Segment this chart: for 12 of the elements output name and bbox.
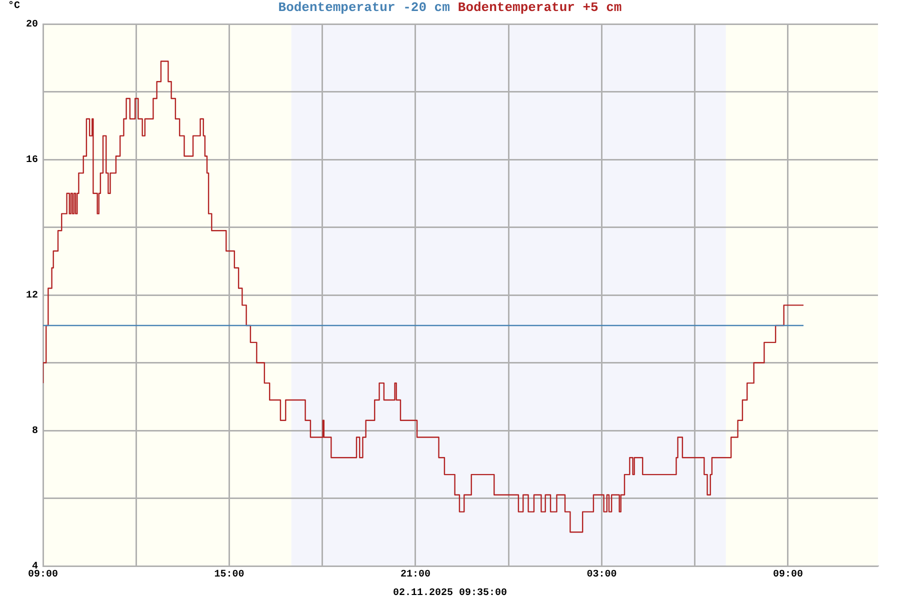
x-tick-label: 15:00 xyxy=(214,570,244,581)
x-tick-label: 21:00 xyxy=(400,570,430,581)
y-tick-label: 8 xyxy=(32,426,38,438)
text: Bodentemperatur +5 cm xyxy=(458,0,622,15)
y-tick-label: 20 xyxy=(26,20,38,31)
text: Bodentemperatur -20 cm xyxy=(278,0,450,15)
x-tick-label: 03:00 xyxy=(586,570,617,581)
text: 02.11.2025 09:35:00 xyxy=(392,588,508,599)
y-tick-label: 12 xyxy=(26,290,38,302)
x-tick-label: 09:00 xyxy=(772,570,803,581)
y-tick-label: 16 xyxy=(26,155,38,166)
y-axis-title: °C xyxy=(8,1,20,12)
